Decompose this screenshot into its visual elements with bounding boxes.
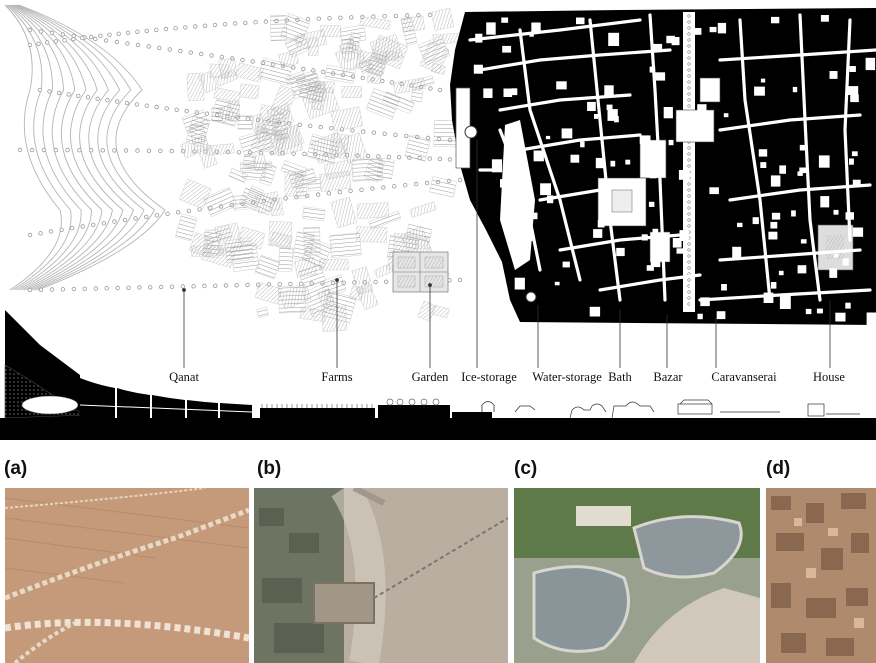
farm-plots xyxy=(175,7,462,332)
label-garden: Garden xyxy=(411,370,449,384)
label-farms: Farms xyxy=(321,370,353,384)
photo-garden-aerial xyxy=(254,488,508,663)
label-ice-storage: Ice-storage xyxy=(461,370,517,384)
panel-tag-b: (b) xyxy=(257,458,282,479)
label-caravanserai: Caravanserai xyxy=(711,370,777,384)
site-section xyxy=(0,310,876,440)
garden-plan xyxy=(392,251,449,293)
label-water-storage: Water-storage xyxy=(532,370,602,384)
photo-ice-storage-aerial xyxy=(514,488,760,663)
panel-tag-c: (c) xyxy=(514,458,538,479)
leader-lines xyxy=(182,140,831,368)
panel-tag-d: (d) xyxy=(766,458,791,479)
label-qanat: Qanat xyxy=(169,370,199,384)
topography-contours xyxy=(4,4,166,291)
photo-qanat-aerial xyxy=(5,488,249,663)
label-bath: Bath xyxy=(608,370,632,384)
label-bazar: Bazar xyxy=(653,370,683,384)
city-fabric xyxy=(450,8,876,326)
photo-houses-aerial xyxy=(766,488,876,663)
urban-plan-and-section xyxy=(0,4,876,440)
panel-tag-a: (a) xyxy=(4,458,28,479)
label-house: House xyxy=(813,370,845,384)
